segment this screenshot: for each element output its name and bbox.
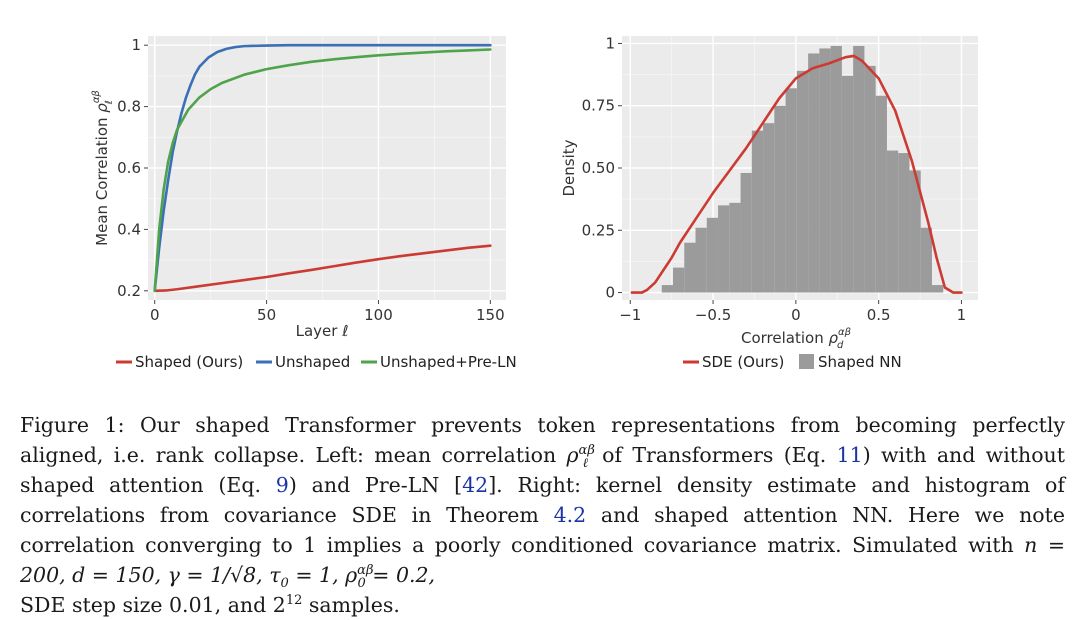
right-histogram-bar [774,105,786,293]
left-chart: 0.2 0.4 0.6 0.8 1 0 50 100 150 Layer ℓ Mean Cor… [91,36,517,371]
right-histogram-bar [729,202,741,293]
caption-sim-params: n = 200, d = 150, γ = 1/√8, τ0 = 1, ραβ0… [20,533,1065,592]
left-legend: Shaped (Ours) Unshaped Unshaped+Pre-LN [116,353,517,371]
right-yticks: 0 0.25 0.50 0.75 1 [582,34,622,302]
left-x-tick-label: 150 [476,306,505,324]
right-histogram-bar [785,88,797,293]
legend-unshaped-preln: Unshaped+Pre-LN [380,353,517,371]
right-x-tick-label: −0.5 [695,306,731,324]
right-histogram-bar [875,95,887,293]
right-histogram-bar [864,65,876,293]
caption-text-8: samples. [302,593,400,617]
left-y-tick-label: 1 [131,36,141,54]
caption-text-6: and shaped attention NN. Here we note co… [20,503,1065,557]
right-y-tick-label: 0.75 [582,97,615,115]
right-histogram-bar [819,48,831,293]
ref-citation-42[interactable]: 42 [462,473,489,497]
left-series-line [153,244,492,293]
right-legend: SDE (Ours) Shaped NN [683,353,902,371]
caption-label: Figure 1: [20,413,125,437]
right-chart: 0 0.25 0.50 0.75 1 −1 −0.5 0 0.5 1 Correlation ρ… [560,34,978,371]
left-lines [153,43,492,293]
ref-eq-11[interactable]: 11 [836,443,863,467]
left-xticks: 0 50 100 150 [150,300,505,324]
right-x-tick-label: −1 [619,306,641,324]
right-x-axis-label: Correlation ραβ d [741,327,852,351]
right-series-line [630,54,963,294]
right-histogram-bar [740,172,752,293]
right-histogram-bar [841,75,854,293]
ref-theorem-4-2[interactable]: 4.2 [553,503,587,527]
left-x-tick-label: 0 [150,306,160,324]
left-grid [148,36,506,300]
right-histogram-bar [684,242,696,293]
right-x-tick-label: 0 [791,306,801,324]
caption-text-3: ) with and without shaped attention (Eq. [20,443,1065,497]
right-histogram-bar [898,153,910,293]
caption-text-5: ]. Right: kernel density estimate and hi… [20,473,1065,527]
legend-shaped: Shaped (Ours) [135,353,243,371]
right-histogram [661,45,944,293]
left-x-axis-label-text: Layer [296,322,343,340]
legend-sde: SDE (Ours) [702,353,784,371]
right-histogram-bar [853,45,865,293]
left-x-tick-label: 100 [364,306,393,324]
left-x-axis-label: Layer ℓ [296,322,349,340]
right-histogram-bar [672,267,685,293]
left-y-tick-label: 0.4 [117,220,141,238]
ref-eq-9[interactable]: 9 [275,473,289,497]
right-histogram-bar [751,130,764,293]
left-yticks: 0.2 0.4 0.6 0.8 1 [117,36,148,300]
right-histogram-bar [931,285,944,293]
caption-text-1: Our shaped Transformer prevents token re… [20,413,1065,467]
right-y-tick-label: 1 [605,34,615,52]
right-lines [630,54,963,294]
right-x-tick-label: 1 [957,306,967,324]
right-histogram-bar [763,123,775,293]
right-histogram-bar [830,45,842,293]
caption-text-7: SDE step size 0.01, and 2 [20,593,286,617]
left-y-tick-label: 0.6 [117,159,141,177]
figure: 0.20.40.60.81 0 50 100 150 Layer ℓ Mean Cor… [91,34,978,371]
left-y-tick-label: 0.8 [117,98,141,116]
right-y-tick-label: 0.25 [582,221,615,239]
right-histogram-bar [886,150,899,293]
right-xticks: −1 −0.5 0 0.5 1 [619,300,966,324]
right-histogram-bar [796,70,809,293]
figure-caption: Figure 1: Our shaped Transformer prevent… [20,410,1065,620]
left-y-axis-label: Mean Correlation ραβ ℓ [91,90,115,246]
left-series-line [153,43,492,293]
right-histogram-bar [718,205,730,293]
left-y-tick-label: 0.2 [117,282,141,300]
caption-text-4: ) and Pre-LN [ [288,473,463,497]
right-histogram-bar [909,170,921,293]
left-series-line [153,48,492,293]
right-histogram-bar [695,227,707,293]
right-histogram-bar [661,285,673,293]
caption-text-2: of Transformers (Eq. [591,443,837,467]
right-histogram-bar [808,53,820,293]
legend-unshaped: Unshaped [275,353,350,371]
caption-exponent: 12 [285,593,303,609]
right-histogram-bar [920,227,932,293]
right-y-tick-label: 0 [605,284,615,302]
right-histogram-bar [706,217,719,293]
right-x-tick-label: 0.5 [867,306,891,324]
legend-shaped-nn: Shaped NN [818,353,902,371]
right-y-axis-label: Density [560,139,578,196]
caption-rho: ραβℓ [566,443,595,472]
right-y-tick-label: 0.50 [582,159,615,177]
left-x-tick-label: 50 [257,306,276,324]
